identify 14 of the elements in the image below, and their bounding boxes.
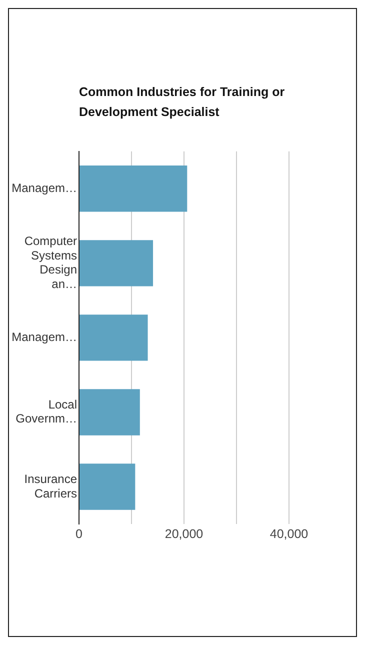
y-tick-label: Managem… [12, 330, 77, 344]
bar [80, 166, 188, 212]
y-tick-label: Computer Systems Design an… [24, 234, 78, 292]
bar [80, 314, 148, 361]
x-tick-label: 20,000 [164, 526, 204, 541]
bar [80, 389, 140, 436]
y-tick-label: Insurance Carriers [24, 472, 78, 500]
bar [80, 240, 154, 286]
bar [80, 464, 136, 510]
x-tick-label: 40,000 [270, 526, 308, 541]
y-tick-label: Managem… [12, 180, 77, 195]
y-tick-label: Local Governm… [16, 397, 77, 426]
chart-title: Common Industries for Training or Development Specialist [79, 84, 286, 121]
x-tick-label: 0 [76, 526, 83, 541]
